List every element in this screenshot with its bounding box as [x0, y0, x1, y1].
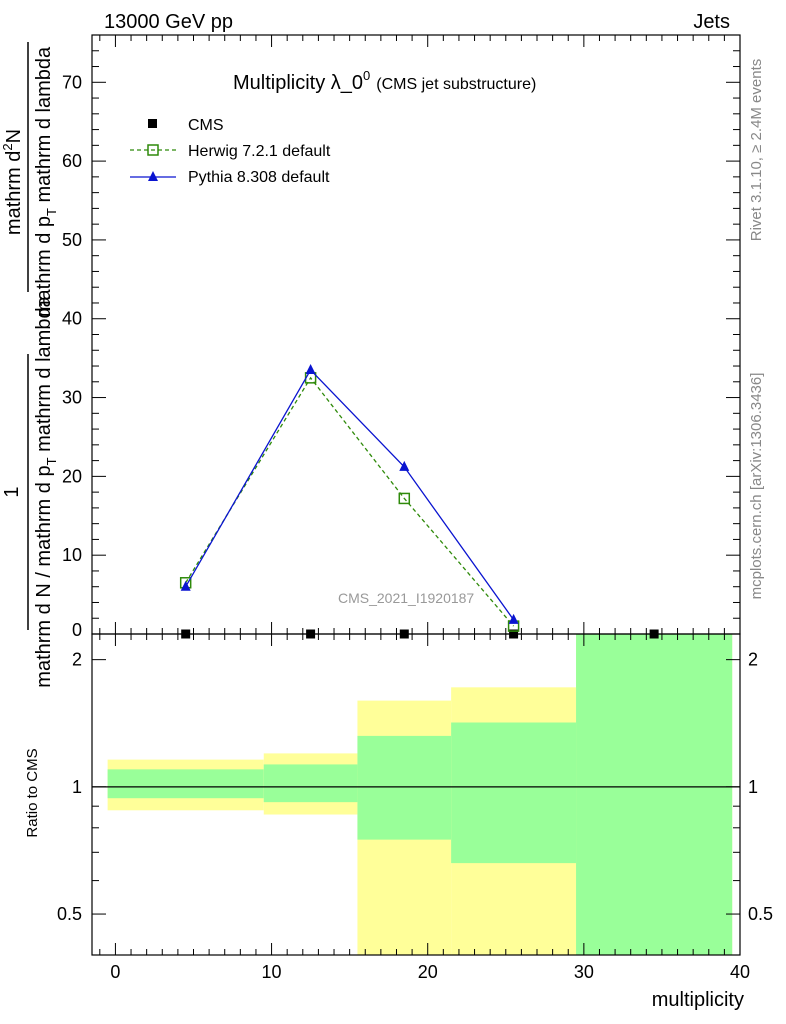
y-title-frac-den-suffix: mathrm d lambda [33, 46, 55, 208]
x-tick-label-2: 20 [418, 962, 438, 982]
y-tick-label-3: 40 [62, 309, 82, 329]
tick-labels: 0 10 20 30 40 10 20 30 40 50 60 70 0 0.5 0.5 1 1 2 2 [57, 72, 773, 982]
y-title-frac-den-sub: T [44, 208, 59, 216]
herwig-point-2 [398, 492, 411, 505]
legend-marker-herwig [147, 144, 159, 156]
series-line-1 [185, 376, 515, 627]
svg-text:mathrm d2N: mathrm d2N [0, 129, 25, 235]
y-title-frac-num-sup: 2 [0, 143, 15, 150]
chart-subtitle: (CMS jet substructure) [376, 76, 536, 93]
legend-label-cms: CMS [188, 117, 224, 134]
x-tick-label-1: 10 [262, 962, 282, 982]
chart-title: Multiplicity λ_0 [233, 72, 363, 94]
ratio-frame [91, 633, 741, 956]
ratio-tick-label-right-1: 1 [748, 777, 758, 797]
ratio-bands [107, 634, 733, 955]
header-jets: Jets [693, 11, 730, 33]
pythia-point-0 [180, 580, 191, 591]
y-title-frac-num: mathrm d [3, 151, 25, 235]
y-title-denom-sub: T [44, 457, 59, 465]
y-title-denom-suffix: mathrm d lambda [33, 295, 55, 457]
y-tick-label-2: 30 [62, 388, 82, 408]
y-tick-label-1: 20 [62, 466, 82, 486]
ratio-band-green-0 [107, 769, 264, 799]
y-tick-label-6: 70 [62, 72, 82, 92]
legend-marker-cms [148, 119, 157, 128]
x-axis-title: multiplicity [652, 989, 744, 1011]
y-title-numerator: 1 [1, 486, 23, 497]
legend: CMS Herwig 7.2.1 default Pythia 8.308 de… [130, 117, 331, 186]
ratio-band-green-1 [263, 764, 358, 803]
ratio-tick-label-right-0: 0.5 [748, 904, 773, 924]
y-tick-label-4: 50 [62, 230, 82, 250]
ratio-tick-label-left-1: 1 [72, 777, 82, 797]
ratio-tick-label-right-2: 2 [748, 650, 758, 670]
axes-layer [91, 34, 741, 956]
y-title-frac-den-prefix: mathrm d p [33, 216, 55, 317]
y-title-frac-num-rest: N [3, 129, 25, 143]
header-energy: 13000 GeV pp [104, 11, 233, 33]
legend-label-pythia: Pythia 8.308 default [188, 169, 330, 186]
svg-text:mathrm d pT mathrm d lambda: mathrm d pT mathrm d lambda [33, 46, 59, 317]
mcplots-label: mcplots.cern.ch [arXiv:1306.3436] [748, 373, 765, 600]
y-tick-label-5: 60 [62, 151, 82, 171]
svg-text:mathrm d N / mathrm d pT mathr: mathrm d N / mathrm d pT mathrm d lambda [33, 295, 59, 687]
x-tick-label-0: 0 [110, 962, 120, 982]
ratio-tick-label-left-2: 2 [72, 650, 82, 670]
analysis-watermark: CMS_2021_I1920187 [338, 590, 474, 606]
ratio-y-title: Ratio to CMS [24, 748, 41, 837]
ratio-band-green-2 [357, 735, 452, 840]
pythia-point-1 [305, 363, 316, 374]
ratio-band-green-4 [576, 634, 733, 955]
svg-text:Multiplicity λ_00(CMS jet subs: Multiplicity λ_00 (CMS jet substructure) [233, 68, 536, 94]
x-tick-label-4: 40 [730, 962, 750, 982]
pythia-point-3 [508, 613, 519, 624]
rivet-label: Rivet 3.1.10, ≥ 2.4M events [748, 59, 765, 242]
legend-marker-pythia [148, 171, 158, 181]
y-tick-label-zero: 0 [72, 620, 82, 640]
ratio-tick-label-left-0: 0.5 [57, 904, 82, 924]
series-line-2 [185, 368, 515, 621]
y-title-denom-prefix: mathrm d N / mathrm d p [33, 465, 55, 687]
x-tick-label-3: 30 [574, 962, 594, 982]
ratio-band-green-3 [451, 722, 577, 864]
y-axis-title: 1 mathrm d N / mathrm d pT mathrm d lamb… [0, 42, 59, 688]
pythia-point-2 [399, 460, 410, 471]
chart-title-sup: 0 [363, 68, 370, 83]
y-tick-label-0: 10 [62, 545, 82, 565]
legend-label-herwig: Herwig 7.2.1 default [188, 143, 331, 160]
